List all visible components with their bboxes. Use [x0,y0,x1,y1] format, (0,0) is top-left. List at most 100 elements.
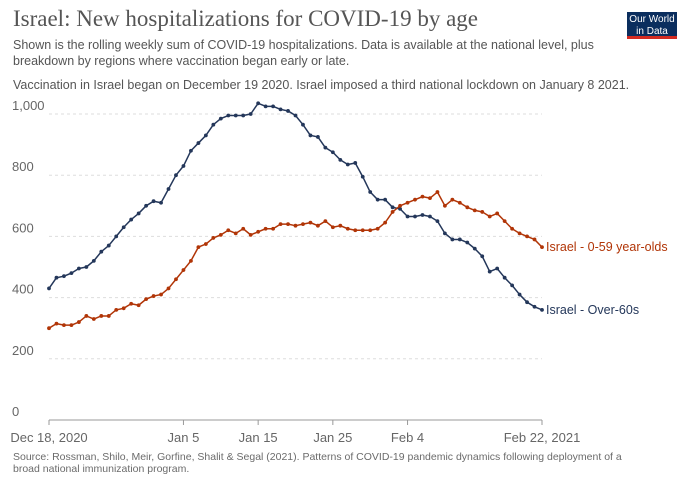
data-point [99,314,104,318]
series-label: Israel - 0-59 year-olds [546,240,668,254]
data-point [398,206,402,211]
data-point [286,109,290,113]
data-point [196,141,201,145]
data-point [435,219,440,224]
data-point [413,214,417,219]
data-point [390,205,395,210]
data-point [472,246,477,251]
data-point [47,326,51,331]
data-point [286,222,290,227]
data-point [301,222,305,227]
data-point [525,234,529,239]
data-point [69,271,74,276]
data-point [54,321,59,326]
data-point [226,113,231,118]
data-point [256,229,261,234]
data-point [218,232,223,237]
data-point [540,245,544,250]
data-point [189,148,193,153]
data-point [510,283,515,288]
data-point [203,242,208,246]
data-point [368,190,373,194]
y-tick-label: 800 [12,159,34,174]
chart-subtitle: Shown is the rolling weekly sum of COVID… [13,38,594,68]
data-point [62,323,66,328]
data-point [428,196,432,201]
data-point [144,203,149,208]
data-point [62,274,66,279]
x-tick-label: Dec 18, 2020 [10,430,87,445]
data-point [435,190,440,194]
logo-line-1: Our World [629,14,675,25]
data-point [91,258,96,263]
data-point [166,187,171,191]
data-point [241,113,246,118]
data-point [69,323,74,328]
data-point [532,237,537,242]
chart-note: Vaccination in Israel began on December … [13,78,630,92]
line-chart: 0 200 400 600 800 1,000 Dec 18, 2020 Jan 5 Jan … [10,98,668,445]
data-point [465,240,470,245]
data-point [450,197,455,202]
data-point [480,254,485,259]
data-point [405,200,410,205]
data-point [114,307,119,312]
data-point [368,228,373,233]
data-point [106,243,111,248]
data-point [420,213,425,217]
data-point [345,162,350,167]
data-point [487,269,492,274]
data-point [383,220,388,225]
data-point [465,205,470,210]
data-point [54,275,59,280]
source-note: Source: Rossman, Shilo, Meir, Gorfine, S… [13,451,622,475]
data-point [323,145,328,150]
data-point [84,265,89,269]
grid-lines [49,113,542,360]
x-tick-label: Jan 15 [239,430,278,445]
data-point [457,200,462,205]
data-point [398,203,402,208]
data-point [233,113,238,118]
owid-logo[interactable]: Our World in Data [627,12,677,39]
data-point [241,226,246,231]
data-point [84,314,89,318]
data-point [151,294,156,298]
data-point [413,197,417,202]
data-point [181,164,186,168]
data-point [360,174,365,179]
x-tick-label: Feb 4 [391,430,424,445]
data-point [263,226,268,231]
data-point [323,219,328,224]
data-point [353,228,358,233]
data-point [226,228,231,233]
data-point [144,297,149,302]
data-point [308,220,313,225]
data-point [174,173,178,178]
data-point [525,300,529,305]
data-point [345,226,350,231]
data-point [375,226,380,231]
data-point [308,133,313,138]
data-point [375,197,380,202]
data-point [532,304,537,309]
data-point [338,158,343,162]
data-point [91,317,96,321]
data-point [278,107,283,112]
data-point [211,122,216,127]
data-point [99,249,104,254]
data-point [136,303,141,308]
data-point [383,197,388,202]
data-point [196,245,201,250]
series-lines: Israel - Over-60s Israel - 0-59 year-olds [47,101,668,331]
data-point [457,237,462,242]
data-point [442,231,447,236]
data-point [540,307,544,312]
series-1: Israel - 0-59 year-olds [47,190,668,331]
data-point [218,116,223,121]
data-point [181,268,186,272]
logo-line-2: in Data [636,26,668,37]
data-point [450,237,455,242]
data-point [263,104,268,109]
data-point [129,301,134,306]
